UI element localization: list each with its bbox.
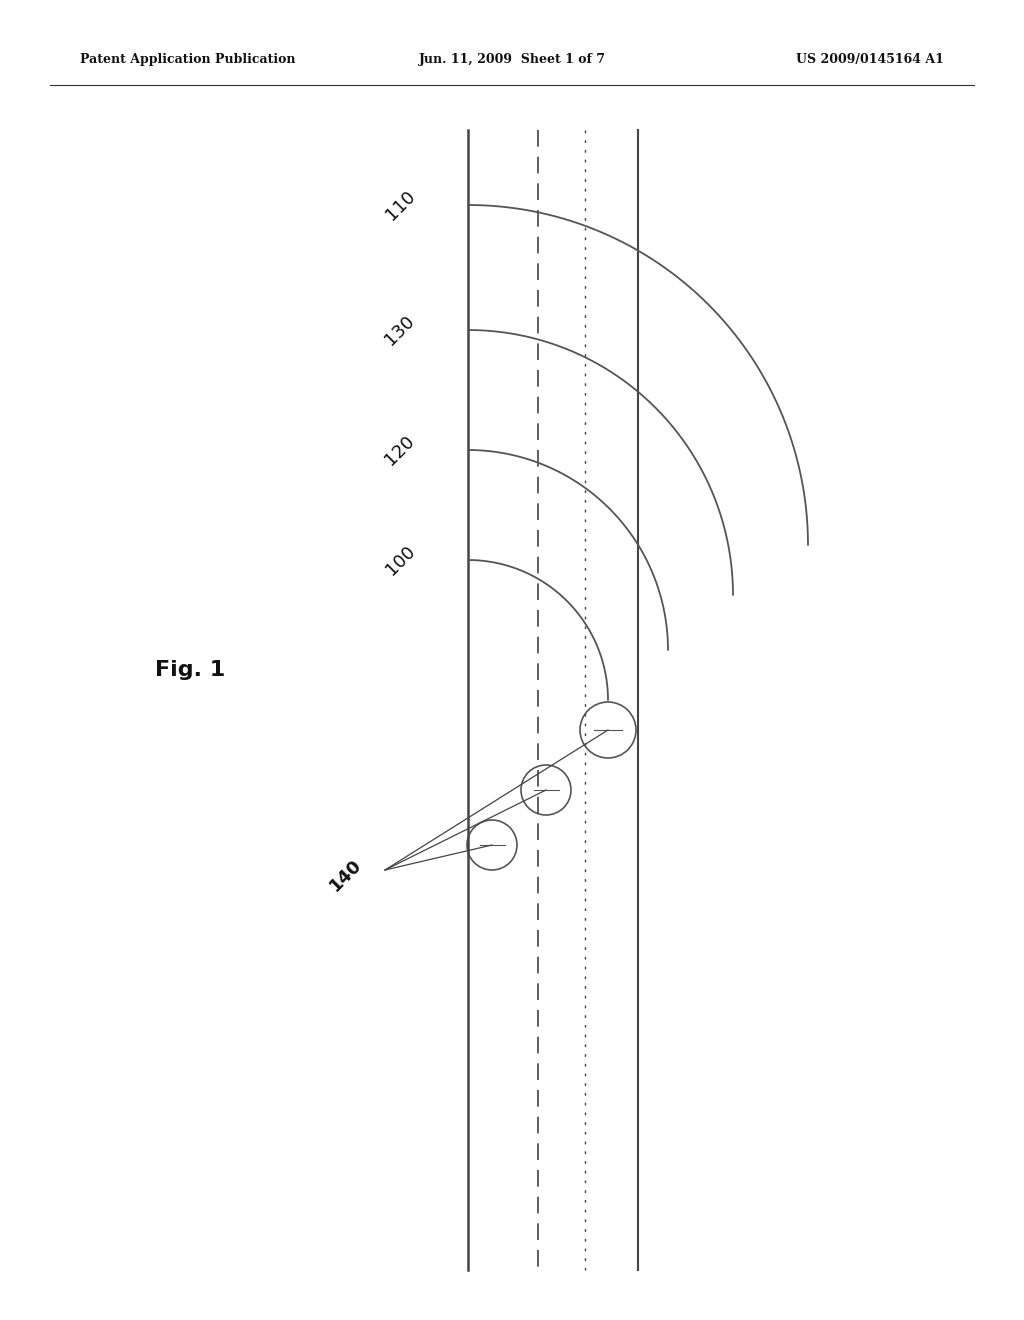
Text: 140: 140 [326,855,365,895]
Text: 110: 110 [382,186,419,223]
Text: US 2009/0145164 A1: US 2009/0145164 A1 [796,54,944,66]
Text: Jun. 11, 2009  Sheet 1 of 7: Jun. 11, 2009 Sheet 1 of 7 [419,54,605,66]
Text: 100: 100 [382,541,419,578]
Text: 120: 120 [382,432,419,469]
Text: Patent Application Publication: Patent Application Publication [80,54,296,66]
Text: Fig. 1: Fig. 1 [155,660,225,680]
Text: 130: 130 [382,312,419,348]
